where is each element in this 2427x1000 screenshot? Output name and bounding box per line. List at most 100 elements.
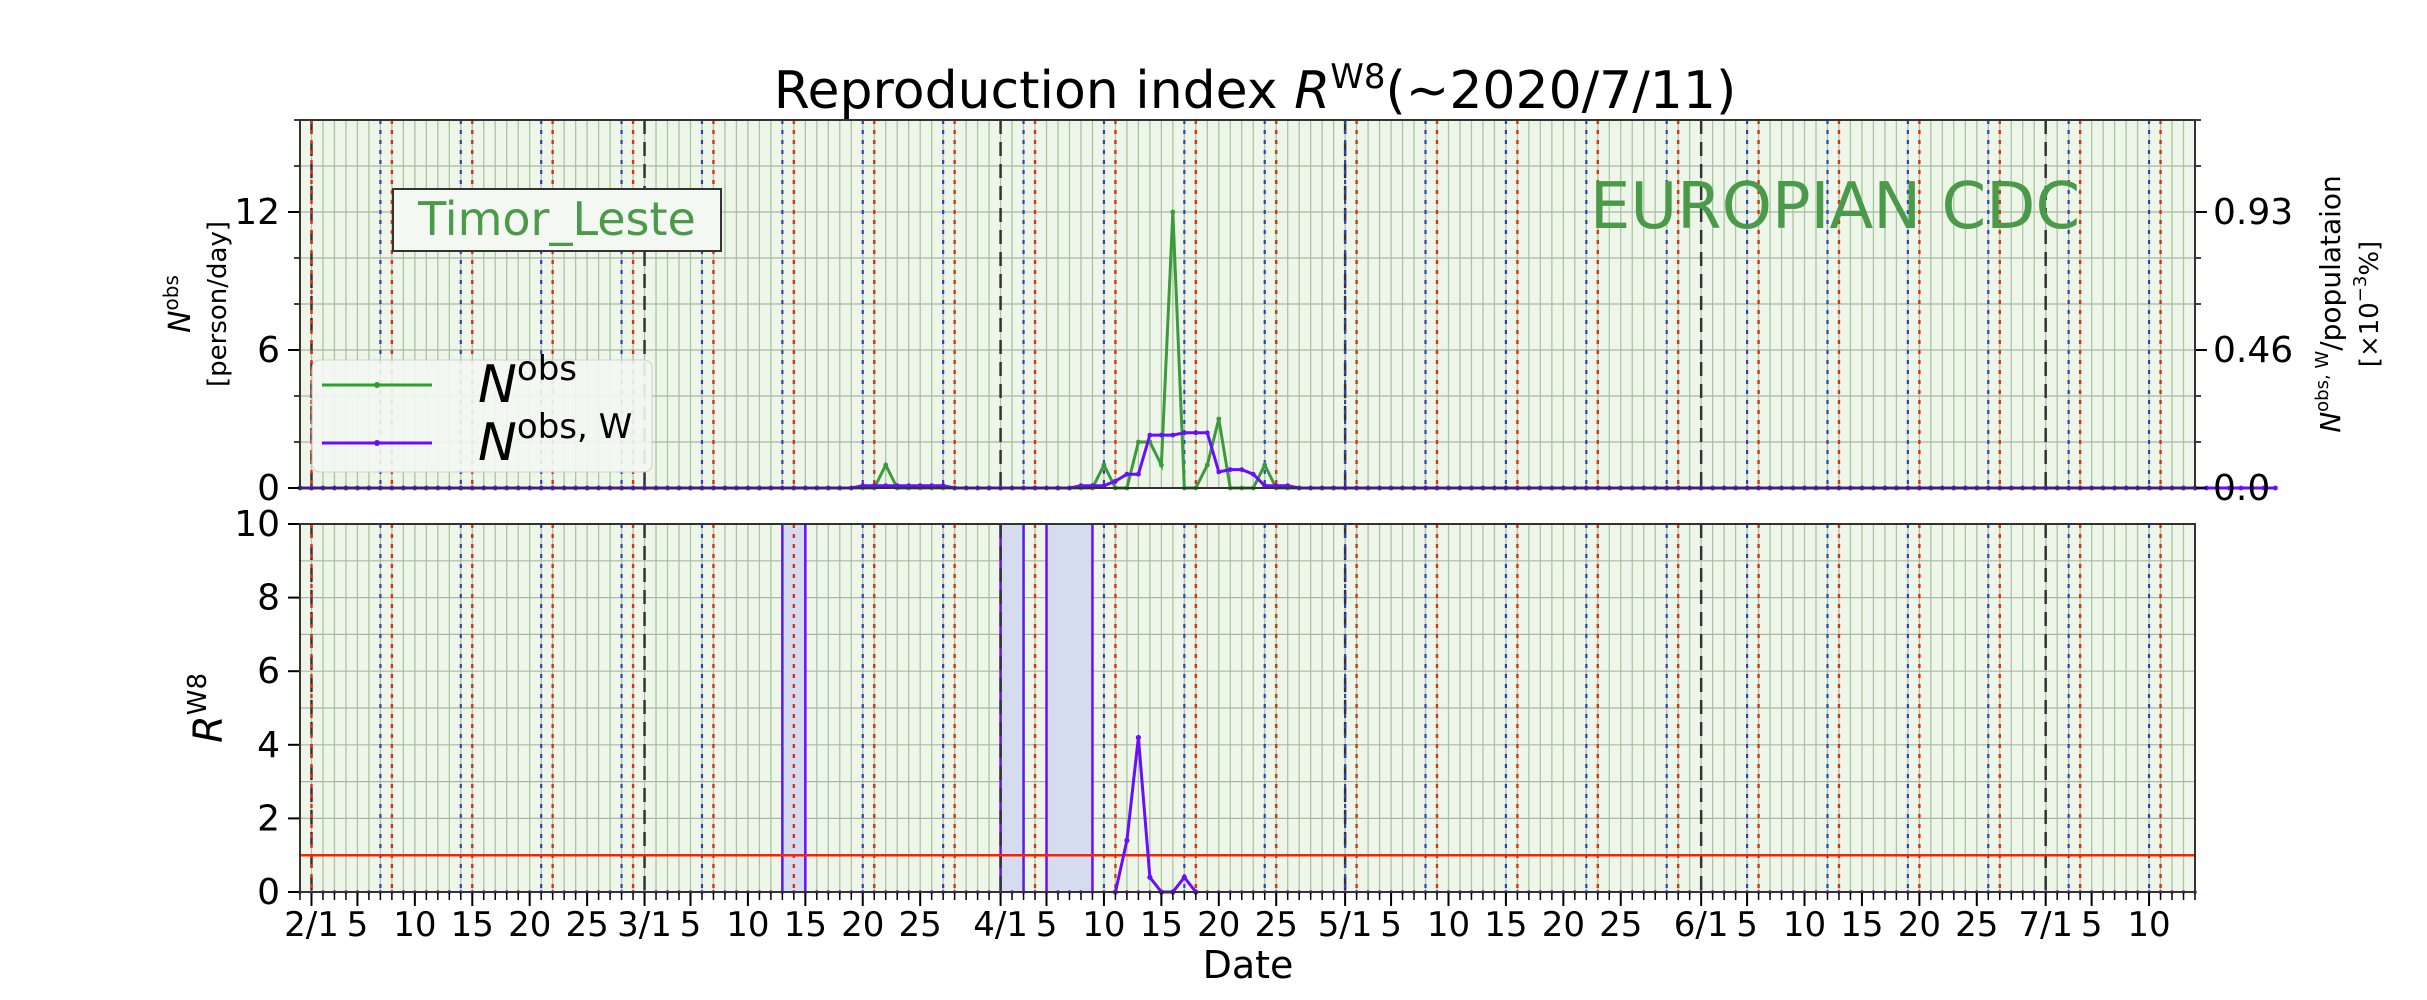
y-tick-label: 10 <box>234 504 280 545</box>
chart-title: Reproduction index RW8(~2020/7/11) <box>774 57 1737 121</box>
x-tick-label: 7/1 <box>2018 905 2073 945</box>
data-point <box>1262 462 1268 468</box>
svg-text:[person/day]: [person/day] <box>203 221 233 387</box>
uncertainty-band <box>1046 524 1093 892</box>
data-point <box>1181 430 1187 436</box>
data-point <box>2238 485 2244 491</box>
data-point <box>1158 462 1164 468</box>
x-tick-label: 6/1 <box>1674 905 1729 945</box>
data-point <box>1204 462 1210 468</box>
x-tick-label: 10 <box>1082 905 1125 945</box>
data-point <box>1204 430 1210 436</box>
y-tick-label: 8 <box>257 578 280 619</box>
legend: Nobs Nobs, W <box>311 349 653 473</box>
y-tick-label-right: 0.46 <box>2213 330 2293 371</box>
x-tick-label: 20 <box>1197 905 1240 945</box>
top-y-axis-label: Nobs [person/day] <box>159 221 233 387</box>
x-tick-label: 25 <box>1955 905 1998 945</box>
y-tick-label: 6 <box>257 330 280 371</box>
data-point <box>1262 483 1268 489</box>
x-tick-label: 4/1 <box>973 905 1028 945</box>
data-point <box>940 483 946 489</box>
x-tick-label: 10 <box>393 905 436 945</box>
data-point <box>1273 483 1279 489</box>
x-tick-label: 10 <box>2127 905 2170 945</box>
data-point <box>906 483 912 489</box>
x-tick-label: 20 <box>841 905 884 945</box>
data-point <box>1147 874 1153 880</box>
y-tick-label: 4 <box>257 725 280 766</box>
x-tick-label: 15 <box>1840 905 1883 945</box>
x-tick-label: 15 <box>1484 905 1527 945</box>
data-point <box>860 483 866 489</box>
data-point <box>883 483 889 489</box>
y-tick-label-right: 0.0 <box>2213 468 2270 509</box>
data-point <box>1135 734 1141 741</box>
legend-entry-obs: Nobs <box>322 349 577 415</box>
data-point <box>1147 432 1153 438</box>
x-tick-label: 15 <box>784 905 827 945</box>
top-plot-frame <box>299 119 2196 489</box>
x-tick-label: 25 <box>565 905 608 945</box>
svg-text:Nobs: Nobs <box>478 349 577 415</box>
data-point <box>917 483 923 489</box>
data-point <box>1216 416 1222 422</box>
data-point <box>1239 467 1245 472</box>
x-tick-label: 5 <box>1736 905 1758 945</box>
x-tick-label: 2/1 <box>284 905 339 945</box>
y-tick-label: 0 <box>257 468 280 509</box>
x-tick-label: 5 <box>680 905 702 945</box>
data-point <box>894 483 900 489</box>
legend-entry-weekly: Nobs, W <box>322 407 632 473</box>
data-point <box>1227 467 1233 472</box>
data-point <box>871 483 877 489</box>
x-tick-label: 15 <box>451 905 494 945</box>
x-tick-label: 25 <box>1599 905 1642 945</box>
svg-text:Nobs, W/populataion: Nobs, W/populataion <box>2312 175 2347 433</box>
right-y-axis-label: Nobs, W/populataion [×10−3%] <box>2312 175 2385 433</box>
x-tick-label: 15 <box>1140 905 1183 945</box>
x-tick-label: 25 <box>1255 905 1298 945</box>
data-point <box>1078 483 1084 489</box>
data-point <box>1090 483 1095 489</box>
data-point <box>883 462 889 468</box>
r-series-line <box>1113 737 1198 894</box>
x-tick-label: 10 <box>726 905 769 945</box>
data-point <box>2250 485 2255 491</box>
data-point <box>2215 485 2221 491</box>
svg-text:Nobs, W: Nobs, W <box>478 407 632 473</box>
bottom-plot-frame <box>299 523 2196 893</box>
svg-text:Timor_Leste: Timor_Leste <box>417 192 696 246</box>
data-point <box>929 483 935 489</box>
data-point <box>1170 432 1176 438</box>
y-tick-label: 0 <box>257 872 280 913</box>
data-point <box>2272 485 2278 491</box>
data-point <box>1135 471 1141 477</box>
source-label: EUROPIAN CDC <box>1590 170 2080 244</box>
y-tick-label: 6 <box>257 651 280 692</box>
uncertainty-band <box>1000 524 1024 892</box>
data-point <box>1101 462 1107 468</box>
data-point <box>1124 837 1130 844</box>
x-tick-label: 3/1 <box>617 905 672 945</box>
data-point <box>1193 430 1199 436</box>
x-tick-label: 5 <box>347 905 369 945</box>
x-axis-label: Date <box>1203 943 1294 987</box>
x-tick-label: 20 <box>1542 905 1585 945</box>
region-label: Timor_Leste <box>392 188 722 252</box>
data-point <box>2227 485 2232 491</box>
data-point <box>2261 485 2267 491</box>
data-point <box>1216 469 1222 475</box>
data-point <box>1158 432 1164 438</box>
x-tick-label: 5 <box>1036 905 1058 945</box>
x-tick-label: 5/1 <box>1318 905 1373 945</box>
data-point <box>1101 483 1107 489</box>
x-tick-label: 20 <box>508 905 551 945</box>
data-point <box>1135 439 1141 445</box>
data-point <box>1181 874 1187 880</box>
x-tick-label: 10 <box>1427 905 1470 945</box>
data-point <box>1170 209 1176 215</box>
x-tick-label: 10 <box>1783 905 1826 945</box>
x-tick-label: 20 <box>1898 905 1941 945</box>
